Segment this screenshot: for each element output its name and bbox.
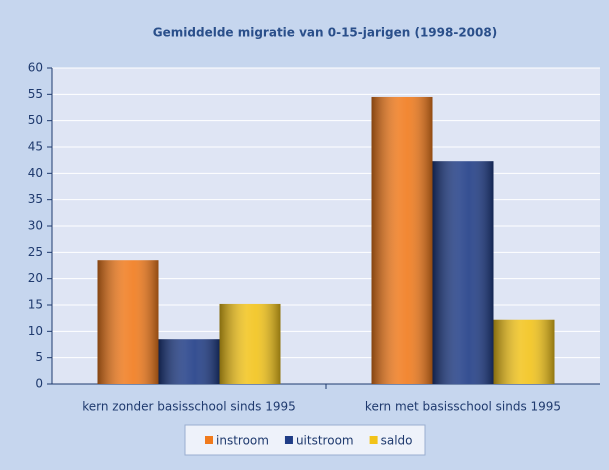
y-tick-label: 60 <box>28 61 43 75</box>
y-tick-label: 30 <box>28 219 43 233</box>
x-tick-label: kern met basisschool sinds 1995 <box>365 400 561 414</box>
legend-box <box>184 424 426 456</box>
legend-swatch <box>369 436 378 444</box>
y-tick-label: 35 <box>28 192 43 206</box>
legend-label: saldo <box>381 434 413 448</box>
bar <box>432 161 494 384</box>
bar <box>158 339 220 384</box>
y-tick-label: 0 <box>35 377 43 391</box>
y-tick-label: 55 <box>28 87 43 101</box>
y-tick-label: 15 <box>28 298 43 312</box>
y-tick-label: 45 <box>28 140 43 154</box>
y-tick-label: 25 <box>28 245 43 259</box>
y-tick-label: 5 <box>35 350 43 364</box>
legend-swatch <box>284 436 293 444</box>
bar <box>219 303 281 384</box>
x-tick-label: kern zonder basisschool sinds 1995 <box>82 400 296 414</box>
y-tick-label: 40 <box>28 166 43 180</box>
y-tick-label: 10 <box>28 324 43 338</box>
y-tick-label: 50 <box>28 113 43 127</box>
chart-title: Gemiddelde migratie van 0-15-jarigen (19… <box>153 26 497 40</box>
legend-label: uitstroom <box>296 434 354 448</box>
legend-swatch <box>205 436 213 444</box>
bar <box>371 96 433 384</box>
bar <box>493 319 555 384</box>
bar <box>97 260 159 384</box>
y-tick-label: 20 <box>28 271 43 285</box>
legend-label: instroom <box>216 434 269 448</box>
